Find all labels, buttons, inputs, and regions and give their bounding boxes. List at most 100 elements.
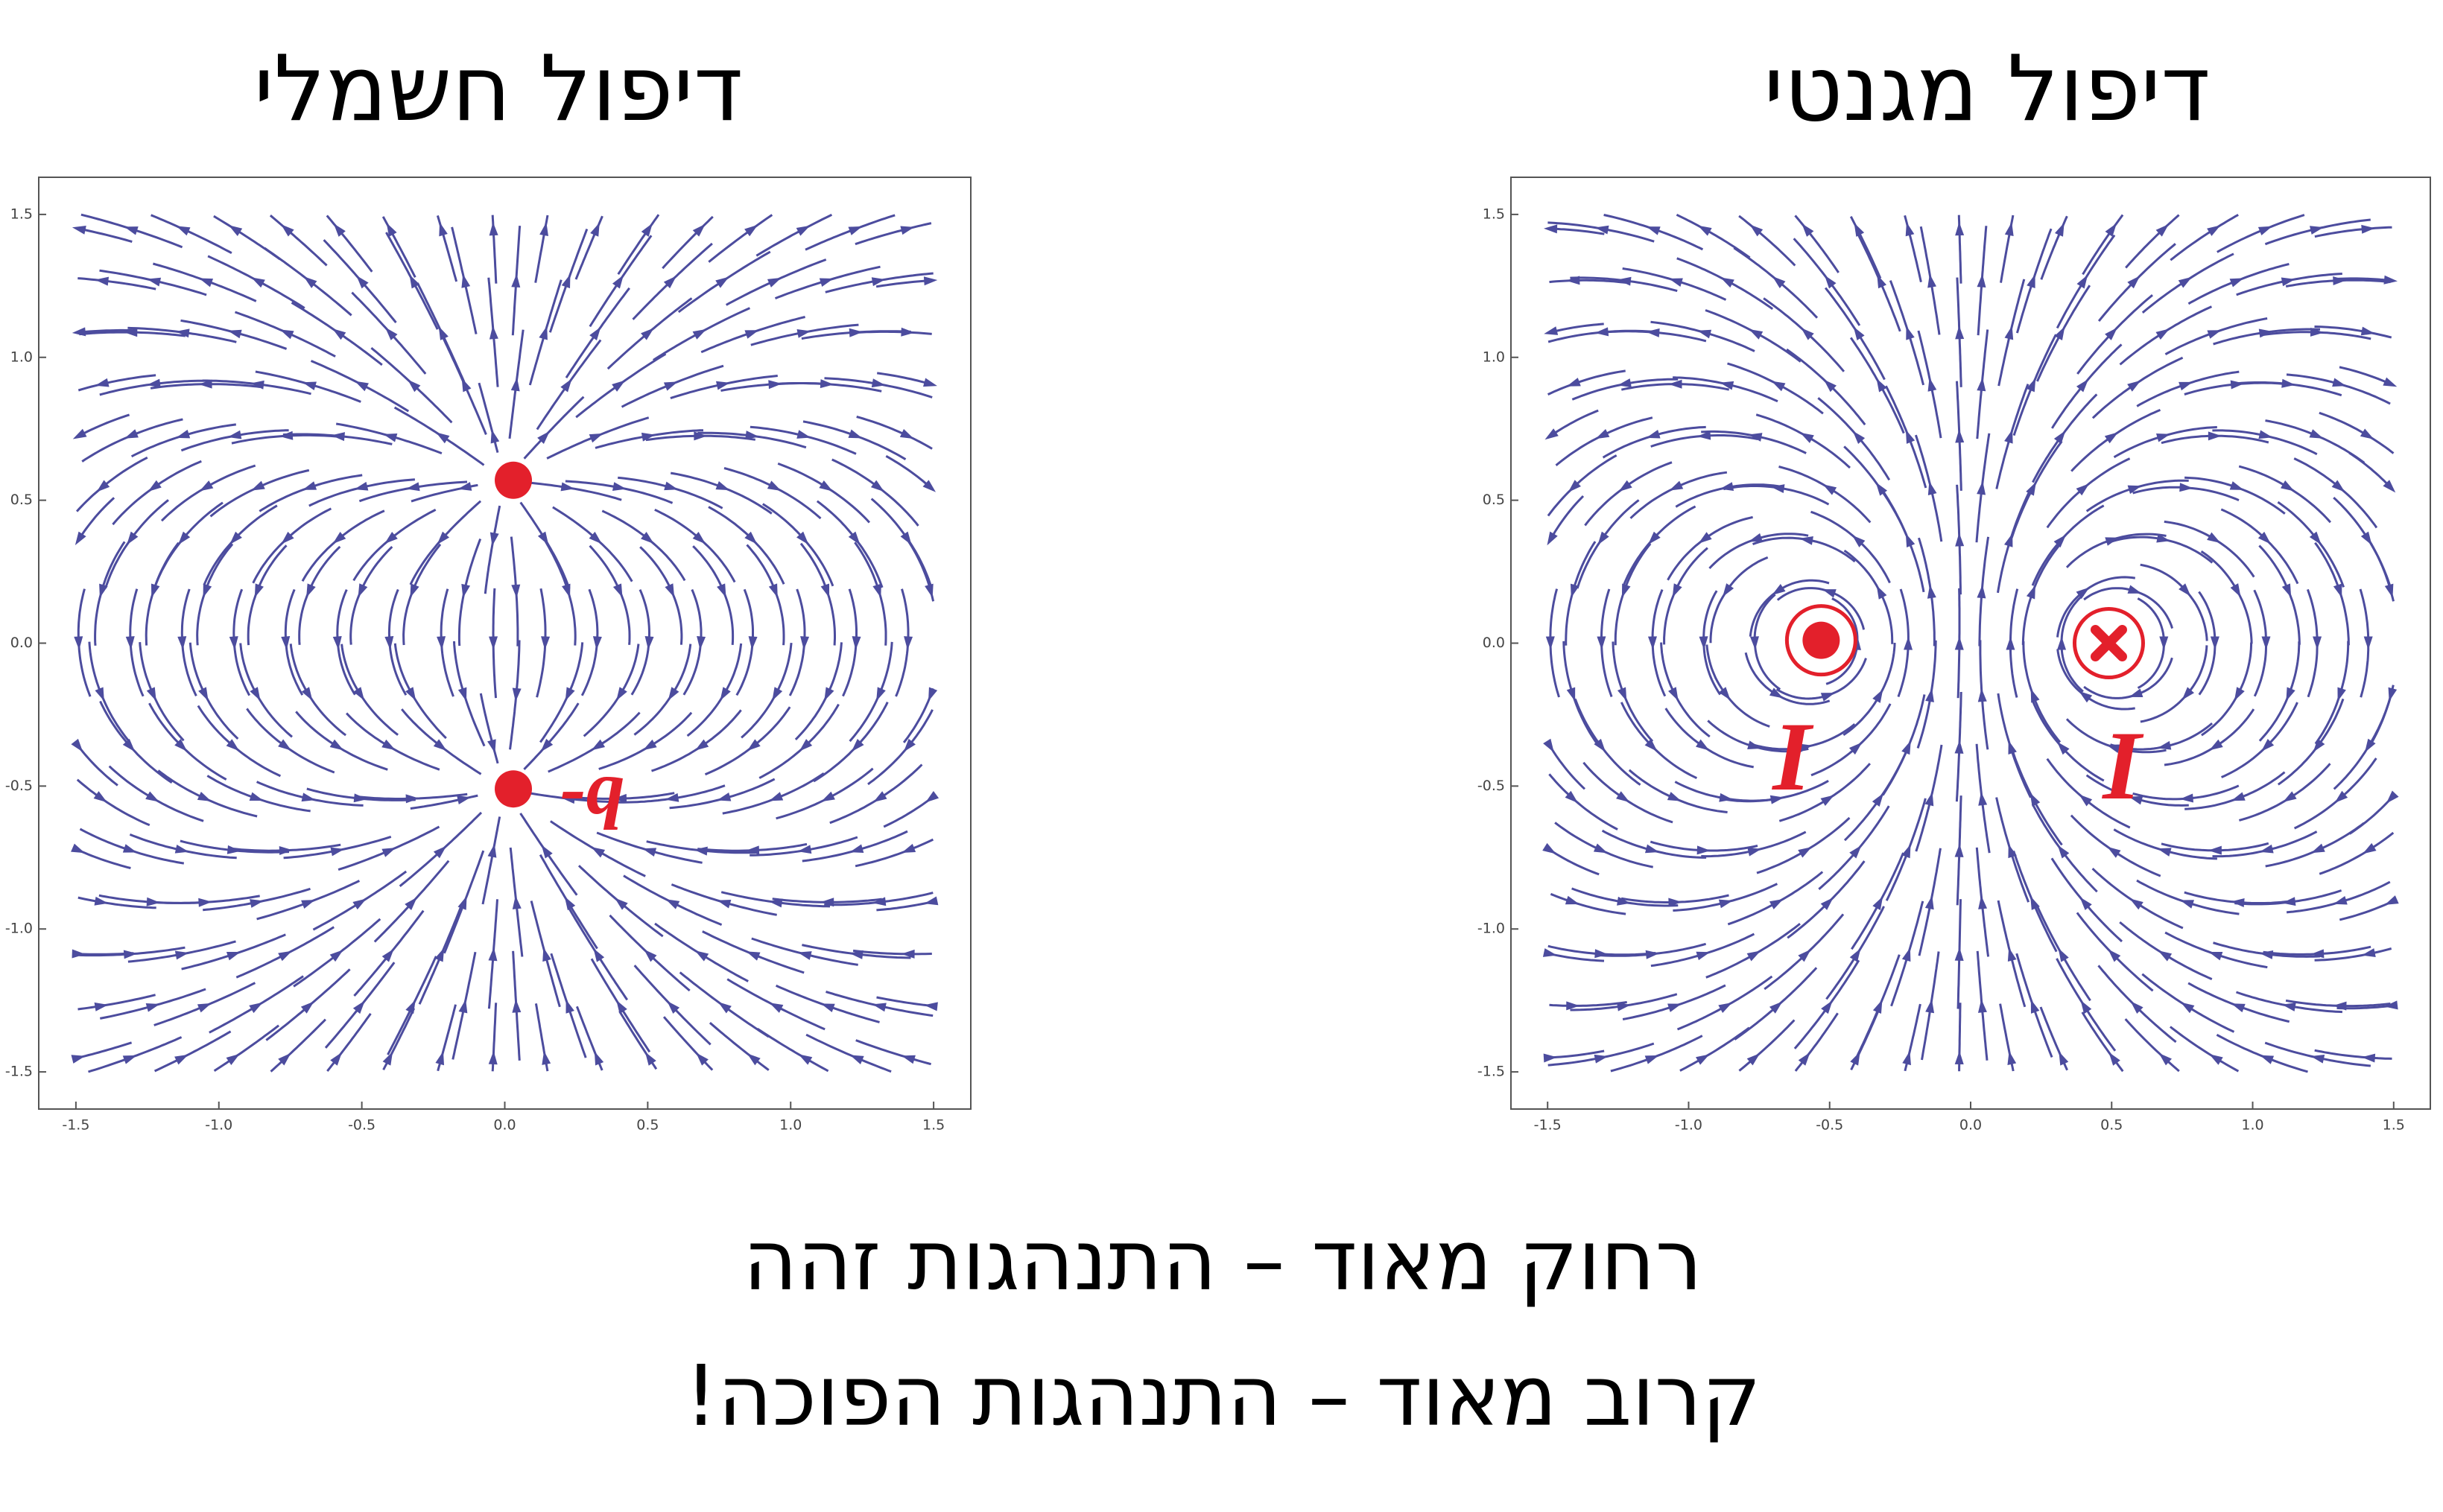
stream-arrow [1954,1050,1964,1065]
streamline [77,374,156,392]
stream-arrow [2310,843,2325,854]
stream-arrow [510,377,520,392]
stream-arrow [1851,535,1866,547]
streamline [875,279,931,288]
stream-arrow [302,381,317,390]
streamline [1705,644,1770,728]
streamline [2141,252,2234,314]
stream-arrow [127,531,139,545]
streamline [2336,1004,2392,1010]
stream-arrow [2260,1055,2275,1064]
y-tick-label: 1.5 [1483,206,1505,222]
stream-arrow [436,432,450,444]
stream-arrow [2363,636,2373,650]
stream-arrow [2155,328,2170,340]
stream-arrow [1924,792,1934,807]
stream-arrow [2076,378,2089,393]
stream-arrow [2360,326,2375,336]
stream-arrow [612,583,623,598]
streamline [1738,215,1796,267]
stream-arrow [333,223,346,237]
streamline [2198,591,2217,696]
stream-arrow [355,381,369,392]
stream-arrow [796,225,811,236]
streamline [852,949,932,956]
stream-arrow [2026,481,2036,496]
stream-arrow [300,1001,314,1014]
stream-arrow [2331,480,2345,492]
streamline [876,900,931,912]
stream-arrow [2059,1051,2069,1066]
stream-arrow [2209,739,2223,751]
stream-arrow [1594,738,1606,752]
stream-arrow [2384,1000,2398,1010]
stream-arrow [1955,325,1965,340]
streamline [856,416,933,450]
streamline [2348,795,2395,835]
stream-arrow [901,1055,916,1064]
stream-arrow [1955,222,1965,236]
stream-arrow [1876,585,1887,600]
current-out [1802,621,1840,659]
stream-arrow [2080,1000,2092,1014]
streamline [639,546,683,645]
streamline [1885,798,1927,901]
streamline [1824,287,1886,381]
stream-arrow [644,636,654,650]
stream-arrow [2053,431,2066,445]
streamline [145,541,180,646]
streamline [2051,343,2123,429]
stream-arrow [409,274,420,289]
streamline [1825,906,1885,1000]
plot-frame [38,177,972,1110]
streamline [2010,440,2063,539]
x-tick-label: -1.0 [1675,1117,1702,1134]
stream-arrow [694,739,709,751]
stream-arrow [2361,224,2375,234]
stream-arrow [2281,378,2295,388]
stream-arrow [122,844,137,853]
stream-arrow [1644,1055,1659,1064]
stream-arrow [715,480,730,491]
stream-arrow [848,429,863,439]
stream-arrow [848,531,861,545]
streamline [2031,700,2105,782]
streamline [530,481,622,501]
stream-arrow [1954,947,1964,961]
stream-arrow [2313,738,2325,752]
stream-arrow [227,329,242,339]
stream-arrow [2207,532,2221,544]
stream-arrow [744,330,759,339]
streamline [589,544,631,645]
streamline [2314,325,2392,339]
stream-arrow [1798,1052,1810,1066]
stream-arrow [692,531,706,544]
streamline [1650,933,1755,968]
stream-arrow [1593,843,1608,854]
stream-arrow [612,482,627,492]
stream-arrow [147,277,162,287]
stream-arrow [1698,532,1712,544]
stream-arrow [1545,636,1555,650]
stream-arrow [1718,687,1731,701]
stream-arrow [2079,690,2093,703]
stream-arrow [2384,895,2399,905]
stream-arrow [851,738,864,752]
stream-arrow [1823,379,1837,393]
streamline [1884,385,1927,489]
stream-arrow [2179,483,2193,492]
stream-arrow [2008,844,2017,859]
stream-arrow [434,947,445,962]
plot-frame [1510,177,2431,1110]
current-ring [2072,607,2145,679]
stream-arrow [301,792,316,802]
stream-arrow [1565,895,1579,905]
streamline [1628,769,1728,813]
stream-arrow [560,482,575,492]
stream-arrow [560,378,572,393]
stream-arrow [1872,896,1883,911]
stream-arrow [1617,276,1632,286]
stream-arrow [1904,636,1913,650]
stream-arrow [226,1053,240,1065]
